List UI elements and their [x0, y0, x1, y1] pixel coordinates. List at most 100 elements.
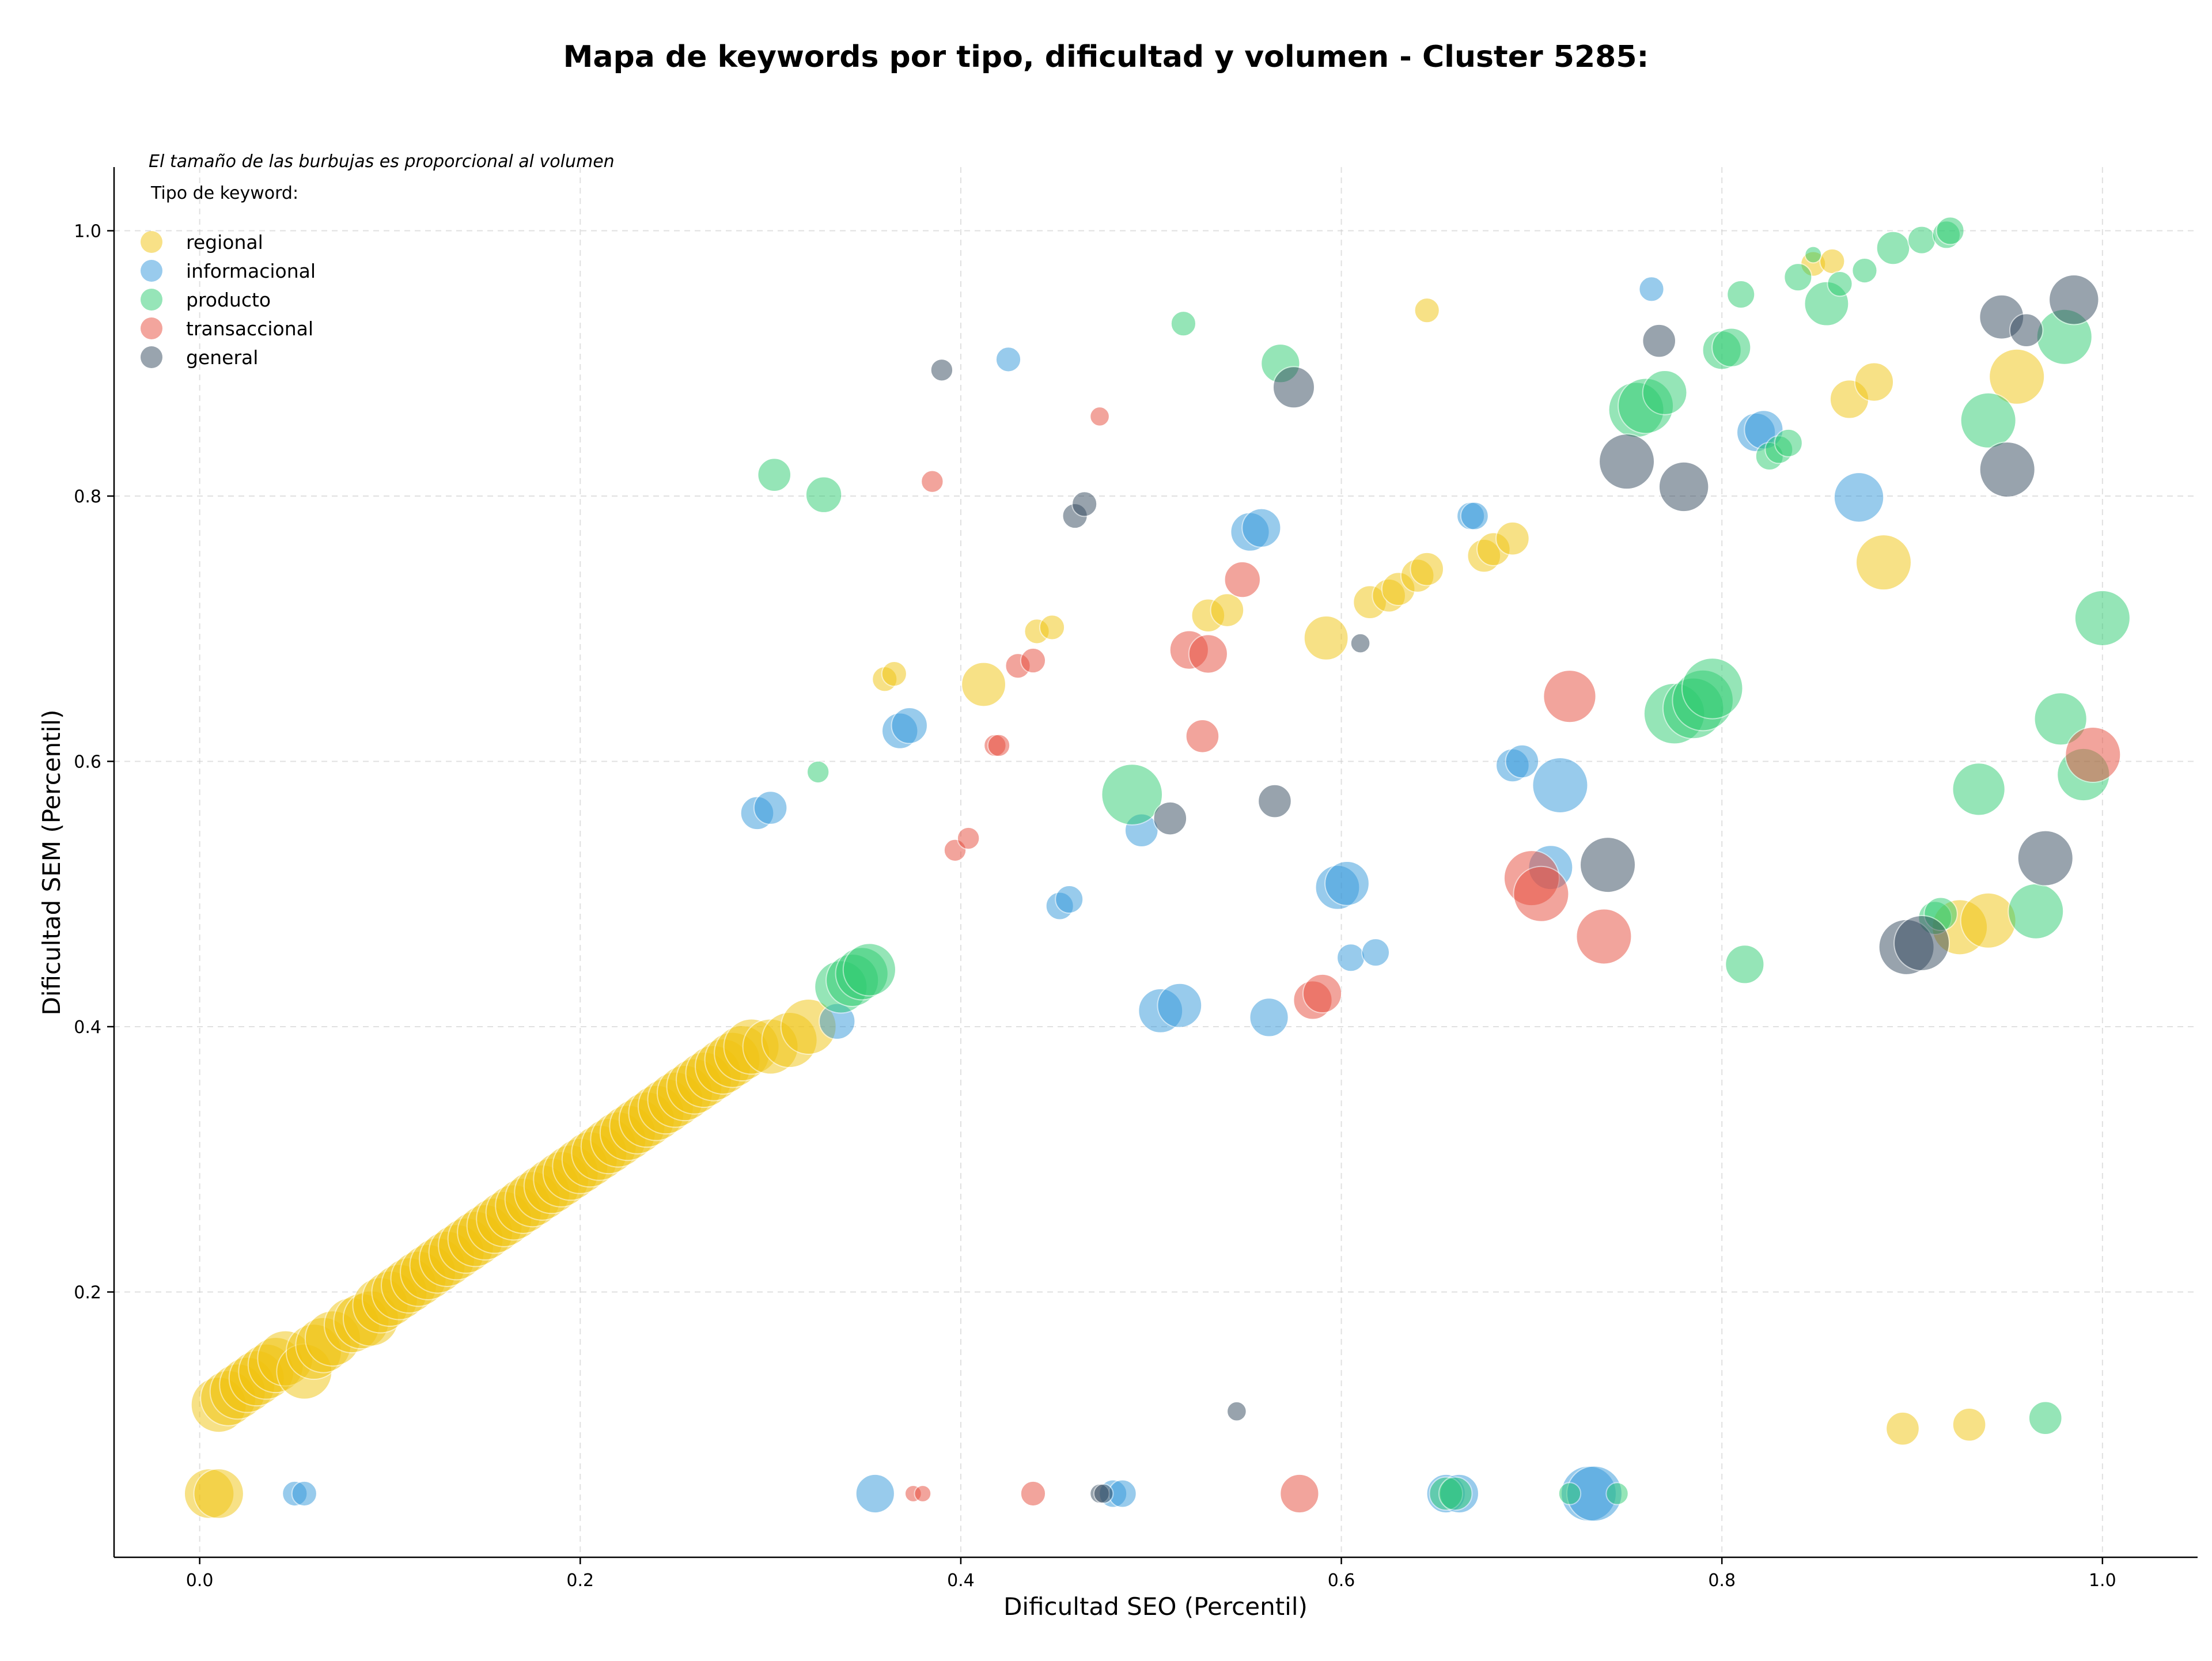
bubble-regional [881, 660, 907, 687]
bubble-transaccional [956, 826, 980, 850]
bubble-regional [1952, 1407, 1987, 1442]
bubble-transaccional [1185, 718, 1220, 754]
bubble-producto [842, 943, 896, 997]
y-ticks: 0.2 0.4 0.6 0.8 1.0 [74, 222, 114, 1303]
legend-title: Tipo de keyword: [150, 183, 298, 203]
y-tick-label: 0.4 [74, 1017, 101, 1038]
bubble-regional [961, 661, 1006, 707]
bubble-transaccional [914, 1485, 932, 1503]
bubble-producto [2008, 883, 2065, 940]
bubble-informacional [995, 346, 1022, 373]
bubble-informacional [1833, 472, 1885, 523]
legend-marker-regional [141, 231, 162, 253]
bubble-general [1599, 433, 1656, 490]
bubble-general [1893, 914, 1950, 971]
bubble-transaccional [1224, 561, 1261, 599]
legend-label-general: general [186, 346, 258, 369]
bubble-producto [2074, 589, 2131, 646]
bubble-regional [193, 1468, 244, 1519]
legend: regional informacional producto transaccion… [141, 231, 316, 369]
legend-label-producto: producto [186, 289, 271, 311]
series-informacional [282, 276, 1885, 1522]
bubble-producto [1804, 245, 1823, 264]
bubble-transaccional [1543, 669, 1597, 724]
y-tick-label: 0.8 [74, 487, 101, 507]
bubble-producto [1827, 271, 1853, 297]
bubble-informacional [855, 1473, 895, 1514]
bubble-general [1580, 837, 1637, 894]
bubble-transaccional [1188, 634, 1228, 674]
x-tick-label: 0.6 [1328, 1571, 1355, 1591]
bubble-regional [1819, 248, 1846, 275]
bubble-producto [1642, 370, 1688, 415]
bubble-informacional [1241, 508, 1282, 548]
bubble-regional [1210, 593, 1245, 627]
bubble-general [930, 358, 954, 382]
bubble-producto [1936, 216, 1965, 245]
bubble-size-note: El tamaño de las burbujas es proporciona… [149, 152, 615, 172]
bubble-producto [1783, 263, 1813, 292]
x-tick-label: 0.8 [1708, 1571, 1736, 1591]
bubble-producto [1438, 1476, 1473, 1511]
bubble-general [1257, 784, 1292, 819]
bubble-general [1642, 323, 1676, 358]
bubble-regional [1854, 362, 1895, 402]
bubble-regional [1960, 892, 2017, 949]
y-tick-label: 0.2 [74, 1283, 101, 1303]
bubble-general [1226, 1401, 1247, 1422]
bubble-general [1979, 441, 2036, 498]
bubble-producto [1907, 225, 1937, 255]
bubble-informacional [1249, 997, 1289, 1038]
y-tick-label: 1.0 [74, 222, 101, 242]
bubble-informacional [1324, 860, 1370, 906]
bubble-regional [1410, 551, 1445, 587]
bubble-transaccional [921, 470, 944, 493]
bubble-producto [1558, 1482, 1582, 1505]
y-tick-label: 0.6 [74, 752, 101, 773]
bubble-informacional [1361, 938, 1391, 967]
bubble-general [1071, 491, 1098, 517]
bubble-producto [1952, 762, 2006, 816]
bubble-producto [1101, 763, 1164, 826]
bubble-transaccional [1575, 908, 1633, 965]
bubble-informacional [1157, 982, 1203, 1028]
bubble-producto [1774, 428, 1803, 457]
bubble-regional [1039, 614, 1066, 641]
bubble-producto [2033, 692, 2088, 746]
bubble-producto [1726, 280, 1756, 309]
bubble-regional [1495, 521, 1530, 556]
bubble-informacional [1638, 276, 1665, 302]
series-producto [757, 216, 2131, 1511]
bubble-regional [1855, 534, 1912, 591]
x-tick-label: 0.4 [947, 1571, 975, 1591]
bubble-transaccional [1279, 1473, 1320, 1514]
series-regional [183, 248, 2046, 1519]
series-transaccional [904, 406, 2122, 1514]
x-axis-label: Dificultad SEO (Percentil) [1003, 1592, 1308, 1621]
bubbles [183, 216, 2131, 1522]
x-ticks: 0.0 0.2 0.4 0.6 0.8 1.0 [186, 1557, 2116, 1591]
bubble-transaccional [1302, 973, 1343, 1014]
bubble-general [1658, 461, 1710, 513]
x-tick-label: 1.0 [2089, 1571, 2116, 1591]
x-tick-label: 0.2 [566, 1571, 594, 1591]
bubble-general [2009, 313, 2044, 348]
bubble-producto [1711, 327, 1752, 368]
bubble-producto [1170, 311, 1196, 337]
bubble-regional [1414, 297, 1440, 324]
bubble-general [1093, 1483, 1114, 1504]
bubble-informacional [1532, 756, 1589, 814]
legend-marker-general [141, 346, 162, 368]
bubble-general [1153, 801, 1188, 836]
bubble-producto [1725, 944, 1765, 985]
bubble-producto [1681, 657, 1744, 720]
y-axis-label: Dificultad SEM (Percentil) [37, 710, 66, 1016]
legend-label-transaccional: transaccional [186, 317, 313, 340]
legend-marker-transaccional [141, 317, 162, 339]
bubble-producto [1960, 392, 2017, 449]
bubble-producto [2028, 1401, 2063, 1436]
bubble-producto [1851, 257, 1878, 284]
bubble-regional [1988, 348, 2046, 405]
bubble-informacional [753, 790, 788, 825]
